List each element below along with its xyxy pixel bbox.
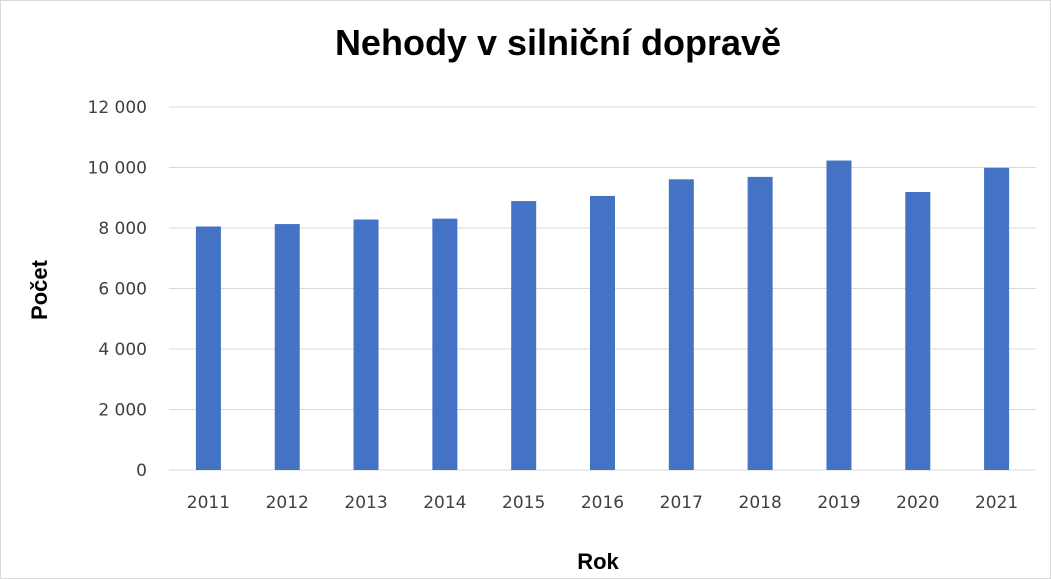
bar-2016 [590,195,615,470]
y-tick-label: 8 000 [98,219,147,239]
y-tick-label: 10 000 [88,159,147,179]
x-axis-ticks: 2011 2012 2013 2014 2015 2016 2017 2018 2019 2020… [187,493,1018,513]
x-tick-label: 2013 [344,493,387,513]
bar-2020 [905,192,931,470]
x-tick-label: 2020 [896,493,939,513]
y-axis-title: Počet [27,259,52,320]
x-tick-label: 2011 [187,493,230,513]
x-tick-label: 2014 [423,493,466,513]
y-tick-label: 6 000 [98,280,147,300]
x-tick-label: 2018 [739,493,782,513]
x-tick-label: 2012 [266,493,309,513]
x-tick-label: 2021 [975,493,1018,513]
bar-2014 [432,218,458,470]
y-tick-label: 0 [136,461,147,481]
x-tick-label: 2017 [660,493,703,513]
bar-2015 [511,201,537,470]
y-tick-label: 4 000 [98,340,147,360]
y-axis-ticks: 0 2 000 4 000 6 000 8 000 10 000 12 000 [88,98,147,481]
x-tick-label: 2019 [817,493,860,513]
x-tick-label: 2015 [502,493,545,513]
bars [195,160,1010,471]
chart-title: Nehody v silniční dopravě [335,22,781,63]
bar-2021 [984,167,1010,471]
y-tick-label: 2 000 [98,401,147,421]
x-tick-label: 2016 [581,493,624,513]
bar-2013 [353,219,379,470]
bar-2018 [747,176,773,470]
bar-2019 [826,160,852,471]
bar-2017 [668,179,694,471]
y-tick-label: 12 000 [88,98,147,118]
bar-2012 [274,224,300,470]
bar-2011 [195,226,221,470]
x-axis-title: Rok [577,549,619,574]
